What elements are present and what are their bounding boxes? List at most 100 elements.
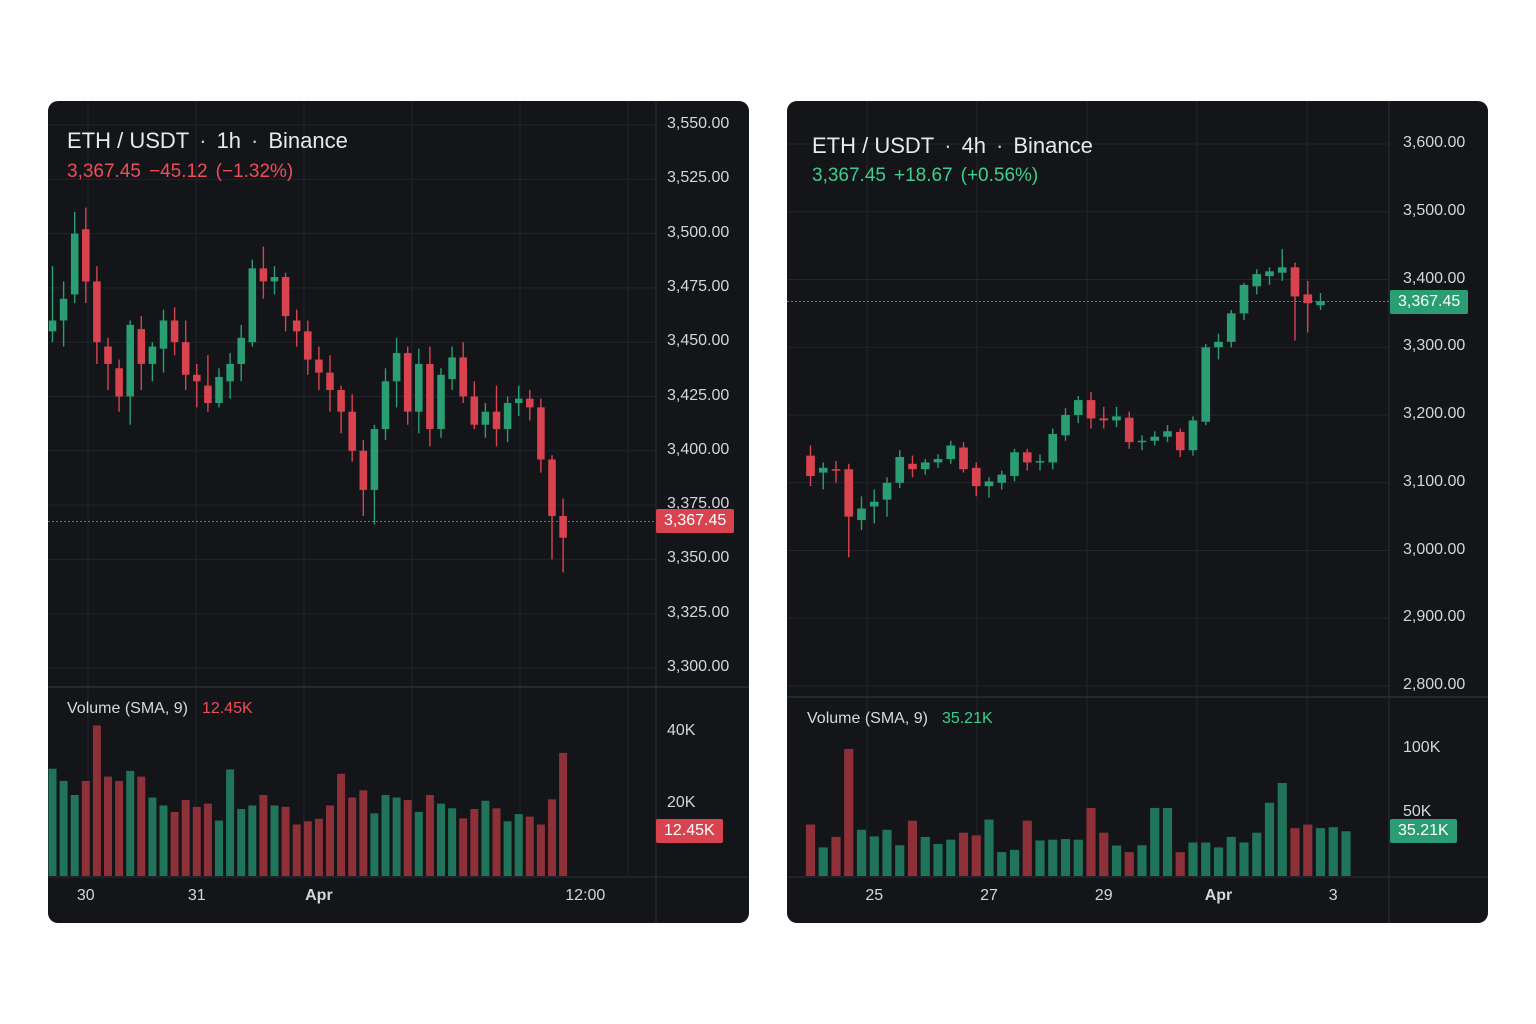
time-tick-label: 31 [187, 887, 206, 904]
volume-bar [492, 808, 501, 876]
candle-body [237, 337, 245, 364]
volume-indicator-value: 12.45K [201, 700, 253, 717]
volume-indicator-name: Volume (SMA, 9) [807, 710, 928, 727]
candle-body [1112, 416, 1121, 421]
interval-label[interactable]: 4h [961, 133, 987, 158]
candle [1124, 411, 1134, 449]
candle-body [215, 376, 223, 404]
volume-bar [997, 852, 1007, 876]
candle [1303, 280, 1313, 333]
candle [1061, 408, 1070, 441]
candle [115, 359, 123, 412]
volume-bar [805, 824, 816, 876]
price-tick-label: 3,300.00 [667, 658, 730, 675]
volume-bar [869, 836, 879, 876]
candle [946, 440, 956, 464]
volume-bar [882, 829, 892, 876]
volume-bar [895, 845, 905, 876]
volume-bar [1213, 847, 1224, 876]
price-tick-label: 3,325.00 [667, 603, 730, 621]
chart-canvas-4h[interactable] [787, 101, 1488, 923]
candle-body [1061, 415, 1070, 436]
volume-bar [525, 816, 534, 876]
volume-bar [381, 795, 390, 876]
candle [415, 348, 423, 434]
volume-bar [1060, 839, 1071, 876]
candles [806, 249, 1325, 558]
candle [226, 353, 234, 399]
volume-bar [115, 780, 124, 876]
quote-symbol: USDT [874, 133, 935, 158]
volume-bar [448, 808, 457, 876]
volume-bar [237, 809, 246, 876]
separator-dot: · [199, 128, 207, 153]
volume-tick-label: 100K [1403, 739, 1441, 756]
time-tick-label: 12:00 [565, 887, 606, 904]
time-tick-label: 29 [1094, 887, 1113, 904]
base-symbol: ETH [812, 133, 856, 158]
candle-body [315, 359, 323, 373]
volume-bar [548, 799, 556, 876]
volume-bar [1150, 807, 1160, 876]
volume-bar [192, 806, 201, 876]
candle [1265, 267, 1274, 285]
volume-bar [281, 806, 290, 876]
candle-body [1086, 400, 1096, 419]
volume-bar [181, 800, 190, 876]
separator-dot: · [944, 133, 952, 158]
volume-bar [81, 780, 90, 876]
candle-body [348, 411, 356, 451]
candle [559, 498, 567, 573]
volume-bar [1162, 807, 1173, 876]
candle [1112, 406, 1121, 428]
candles [48, 207, 567, 573]
candle [857, 496, 866, 531]
separator-dot: · [251, 128, 259, 153]
price-tick-label: 3,400.00 [1403, 269, 1466, 287]
candle [181, 320, 190, 390]
candle-body [959, 447, 968, 470]
price-tick-label: 3,425.00 [667, 386, 730, 404]
candle-body [304, 331, 312, 360]
volume-bar [818, 847, 828, 876]
price-tick-label: 3,475.00 [667, 277, 730, 295]
pair-slash: / [111, 128, 130, 153]
candle-body [818, 467, 828, 473]
volume-bar [1239, 842, 1249, 876]
volume-bar [215, 820, 223, 876]
candle-body [115, 368, 123, 397]
candle-body [503, 403, 512, 430]
candle [237, 324, 245, 382]
candle-body [426, 363, 434, 430]
candle [908, 455, 917, 478]
chart-canvas-1h[interactable] [48, 101, 749, 923]
volume-bar [856, 829, 867, 876]
candle [292, 309, 301, 347]
volume-bar [403, 800, 412, 876]
candle [137, 316, 146, 390]
volume-bar [536, 824, 545, 876]
candle-body [259, 268, 268, 282]
volume-bar [1175, 852, 1185, 876]
candle [348, 394, 356, 462]
change-percent: (−1.32%) [215, 161, 294, 182]
candle-body [93, 281, 101, 343]
candle [1277, 249, 1287, 281]
volume-bar [437, 803, 445, 876]
volume-bar [59, 780, 68, 876]
volume-bar [203, 803, 212, 876]
candle-body [920, 462, 930, 470]
candle [831, 461, 841, 483]
candle [459, 342, 467, 404]
price-tick-label: 3,300.00 [1403, 337, 1466, 355]
interval-label[interactable]: 1h [216, 128, 242, 153]
candle-body [326, 372, 334, 390]
candle [337, 385, 345, 434]
candle [204, 355, 212, 412]
candle [895, 450, 905, 489]
volume-bar [1201, 842, 1211, 876]
volume-bar [1009, 849, 1020, 876]
candle-body [1226, 313, 1236, 342]
candle [481, 403, 490, 438]
candle [997, 470, 1007, 490]
